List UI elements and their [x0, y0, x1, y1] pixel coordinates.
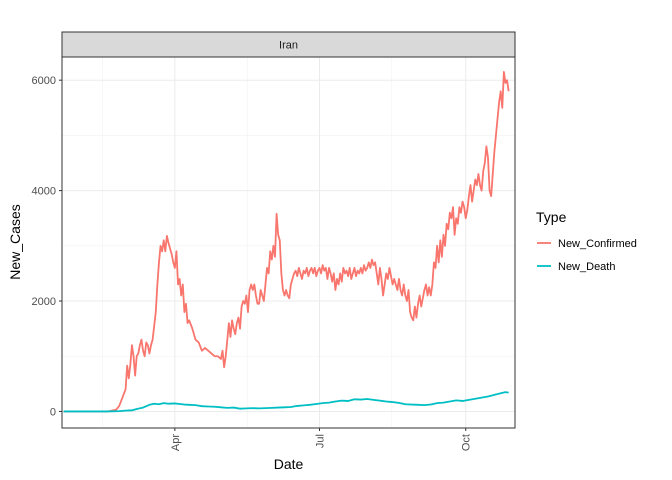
x-axis: Apr Jul Oct	[170, 428, 473, 451]
legend-title: Type	[536, 209, 567, 225]
x-axis-title: Date	[274, 456, 304, 472]
grid-minor	[62, 57, 515, 428]
x-tick-label: Apr	[170, 434, 182, 451]
y-axis-title: New_Cases	[7, 204, 23, 279]
facet-label: Iran	[279, 40, 298, 52]
legend-label: New_Confirmed	[558, 238, 637, 250]
x-tick-label: Jul	[314, 434, 326, 448]
panel-border	[61, 56, 516, 429]
y-tick-label: 2000	[32, 296, 56, 308]
y-tick-label: 0	[50, 406, 56, 418]
y-tick-label: 4000	[32, 186, 56, 198]
legend-label: New_Death	[558, 261, 615, 273]
series-line-new-death	[63, 391, 509, 413]
facet-strip	[61, 31, 516, 58]
series-line-new-confirmed	[63, 71, 510, 413]
legend: Type New_Confirmed New_Death	[535, 209, 637, 275]
series-lines	[63, 71, 510, 413]
y-tick-label: 6000	[32, 75, 56, 87]
x-tick-label: Oct	[461, 434, 473, 451]
grid-major	[62, 57, 515, 428]
y-axis: 0 2000 4000 6000	[32, 75, 62, 418]
